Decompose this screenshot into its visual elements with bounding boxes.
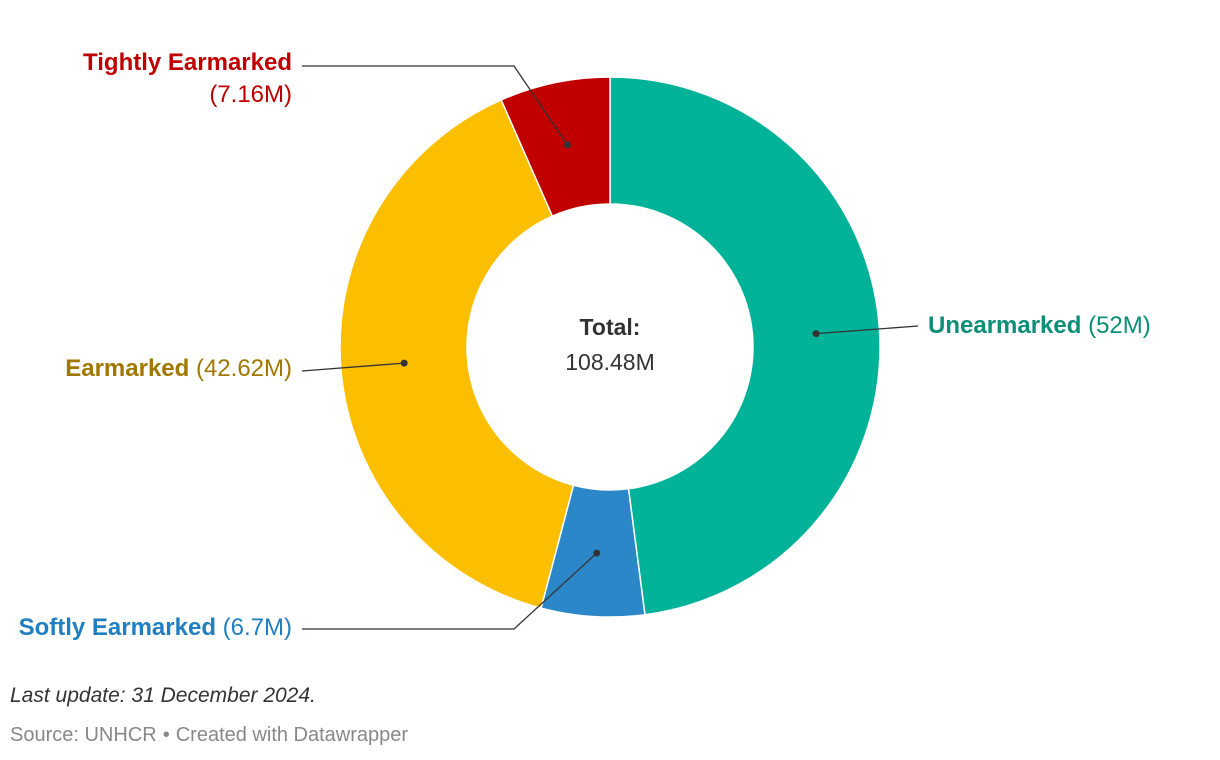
source-line: Source: UNHCR • Created with Datawrapper <box>10 724 408 747</box>
label-tightly-earmarked: Tightly Earmarked (7.16M) <box>83 49 292 108</box>
donut-chart: Unearmarked (52M) Softly Earmarked (6.7M)… <box>19 49 1151 641</box>
leader-line-tightly-earmarked <box>302 65 569 146</box>
label-name-earmarked: Earmarked <box>65 355 189 382</box>
label-leaders <box>301 65 919 630</box>
source-separator: • <box>162 724 170 746</box>
label-unearmarked: Unearmarked (52M) <box>928 312 1151 339</box>
label-name-tightly-earmarked: Tightly Earmarked <box>83 49 292 76</box>
leader-dot-softly-earmarked <box>593 549 601 557</box>
label-name-softly-earmarked: Softly Earmarked <box>19 614 216 641</box>
label-value-softly-earmarked: (6.7M) <box>216 614 292 641</box>
donut-slices <box>339 76 881 618</box>
label-value-earmarked: (42.62M) <box>189 355 292 382</box>
slice-earmarked[interactable] <box>339 98 575 609</box>
slice-unearmarked[interactable] <box>609 76 881 616</box>
last-update-note: Last update: 31 December 2024. <box>10 684 316 707</box>
label-earmarked: Earmarked (42.62M) <box>65 355 292 382</box>
label-softly-earmarked: Softly Earmarked (6.7M) <box>19 614 292 641</box>
datawrapper-credit-link[interactable]: Created with Datawrapper <box>175 724 409 746</box>
leader-line-softly-earmarked <box>302 552 598 630</box>
leader-line-earmarked <box>301 362 405 372</box>
leader-line-unearmarked <box>816 325 919 335</box>
label-name-unearmarked: Unearmarked <box>928 312 1081 339</box>
leader-dot-earmarked <box>400 359 408 367</box>
source-text: Source: UNHCR <box>10 724 157 746</box>
label-value-unearmarked: (52M) <box>1081 312 1150 339</box>
label-value-tightly-earmarked: (7.16M) <box>209 81 292 108</box>
slice-labels: Unearmarked (52M) Softly Earmarked (6.7M)… <box>19 49 1151 641</box>
leader-dot-tightly-earmarked <box>563 141 571 149</box>
center-value: 108.48M <box>565 349 655 375</box>
leader-dot-unearmarked <box>812 330 820 338</box>
center-title: Total: <box>580 314 641 340</box>
